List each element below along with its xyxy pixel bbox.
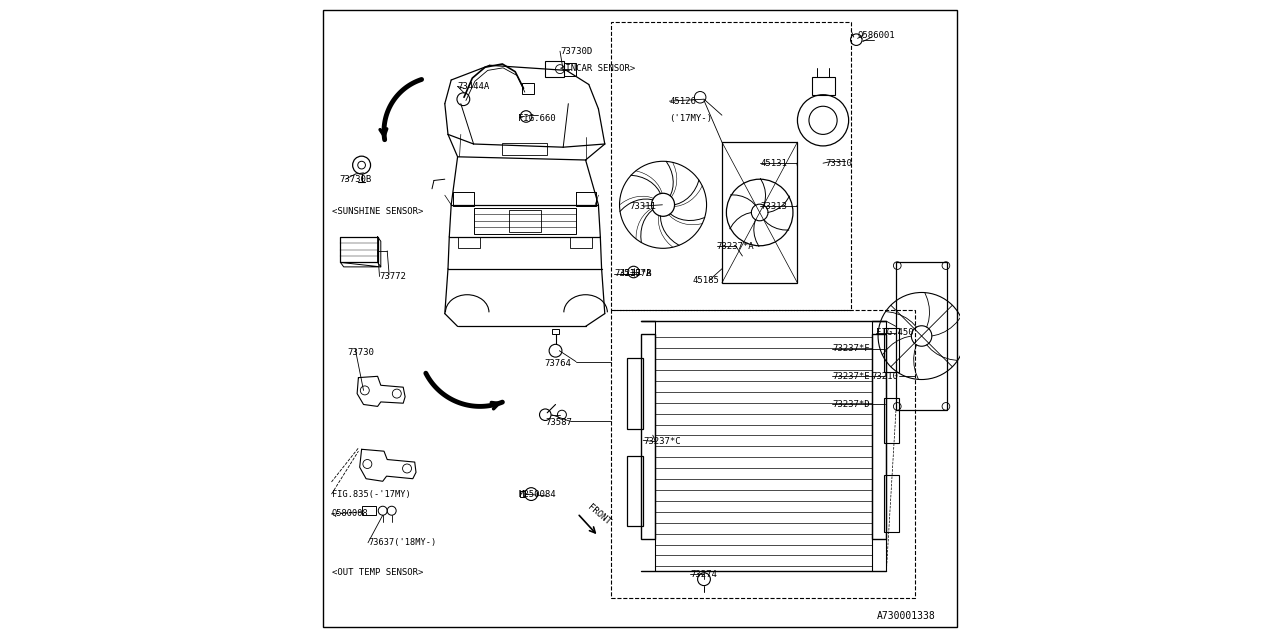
Text: 73772: 73772 [379,272,406,281]
Text: A730001338: A730001338 [877,611,936,621]
Bar [641,334,655,539]
Text: FRONT: FRONT [585,503,612,527]
Bar [502,143,548,155]
Text: 73274: 73274 [690,570,717,579]
Text: ('17MY-): ('17MY-) [669,114,713,123]
Bar [458,237,480,248]
Bar [552,329,559,334]
Text: <SUNSHINE SENSOR>: <SUNSHINE SENSOR> [332,207,422,216]
Text: FIG.660: FIG.660 [518,114,556,123]
Text: Q586001: Q586001 [858,31,895,40]
Text: FIG.835(-'17MY): FIG.835(-'17MY) [332,490,411,499]
Text: 45131: 45131 [760,159,787,168]
Text: M250084: M250084 [518,490,556,499]
Bar [627,358,644,429]
Text: <OUT TEMP SENSOR>: <OUT TEMP SENSOR> [332,568,422,577]
Bar [508,210,540,232]
Text: 73310: 73310 [826,159,852,168]
Text: 45187A: 45187A [620,269,652,278]
Text: 73237*E: 73237*E [832,372,869,381]
Bar [812,77,835,95]
Bar [884,328,899,372]
Text: 73311: 73311 [630,202,657,211]
Bar [612,22,851,310]
Text: 73637('18MY-): 73637('18MY-) [369,538,436,547]
Text: Q580008: Q580008 [332,509,369,518]
Text: 73210: 73210 [872,372,899,381]
Text: 73313: 73313 [760,202,787,211]
Bar [612,310,915,598]
Bar [522,83,534,94]
Text: 45185: 45185 [692,276,719,285]
Text: 73237*F: 73237*F [832,344,869,353]
Text: 73237*A: 73237*A [717,242,754,251]
Bar [474,208,576,234]
Text: 73444A: 73444A [458,82,490,91]
Bar [545,61,564,77]
Bar [520,491,525,497]
Text: 73587: 73587 [545,418,572,427]
Text: 45126: 45126 [669,97,696,106]
Text: 73730B: 73730B [339,175,371,184]
Bar [564,63,576,76]
Text: <INCAR SENSOR>: <INCAR SENSOR> [561,64,635,73]
Text: 73237*C: 73237*C [644,437,681,446]
Bar [873,334,886,539]
Text: 73237*B: 73237*B [614,269,652,278]
Bar [884,475,899,532]
Bar [570,237,591,248]
Text: 73764: 73764 [544,359,571,368]
Bar [722,142,797,283]
Text: 73237*D: 73237*D [832,400,869,409]
Bar [896,262,947,410]
Bar [627,456,644,526]
Text: FIG.450: FIG.450 [876,328,913,337]
Bar [362,506,376,515]
Circle shape [358,161,366,169]
Text: 73730: 73730 [347,348,374,356]
Text: 73730D: 73730D [561,47,593,56]
Bar [884,398,899,443]
